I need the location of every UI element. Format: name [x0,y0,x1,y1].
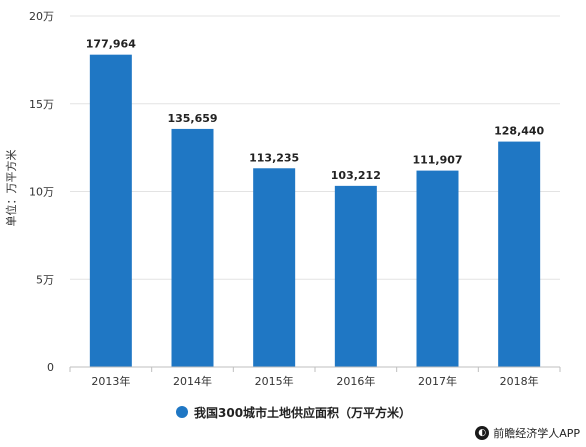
data-label: 111,907 [412,154,462,167]
x-axis-ticks: 2013年 2014年 2015年 2016年 2017年 2018年 [69,367,561,388]
x-tick-label: 2015年 [255,374,294,388]
bar [253,168,296,367]
legend-marker [176,406,188,418]
y-axis-ticks: 0 5万 10万 15万 20万 [29,10,54,374]
bar-chart: 0 5万 10万 15万 20万 单位：万平方米 177,964 135,659 113,2… [4,10,561,388]
y-axis-label: 单位：万平方米 [4,150,18,227]
x-tick-label: 2014年 [173,374,212,388]
data-label: 135,659 [167,112,217,125]
source-label: 前瞻经济学人APP [493,427,580,440]
data-label: 113,235 [249,151,299,164]
y-tick-label: 10万 [29,186,54,199]
legend-label: 我国300城市土地供应面积（万平方米） [194,405,412,420]
x-tick-label: 2013年 [91,374,130,388]
x-tick-label: 2018年 [500,374,539,388]
bar [171,128,214,367]
bars [89,54,541,367]
gridlines [70,15,560,280]
x-tick-label: 2017年 [418,374,457,388]
y-tick-label: 0 [47,361,54,374]
bar [498,141,541,367]
source-credit: ◐ 前瞻经济学人APP [475,425,580,441]
y-tick-label: 15万 [29,98,54,111]
bar [89,54,132,367]
bar [334,185,377,367]
data-label: 177,964 [86,38,136,51]
x-tick-label: 2016年 [336,374,375,388]
legend: 我国300城市土地供应面积（万平方米） [176,402,411,422]
bar [416,170,459,367]
y-tick-label: 5万 [36,273,54,286]
logo-icon: ◐ [475,426,490,440]
y-tick-label: 20万 [29,10,54,23]
data-labels: 177,964 135,659 113,235 103,212 111,907 128,4… [86,38,545,182]
data-label: 103,212 [331,169,381,182]
data-label: 128,440 [494,125,544,138]
